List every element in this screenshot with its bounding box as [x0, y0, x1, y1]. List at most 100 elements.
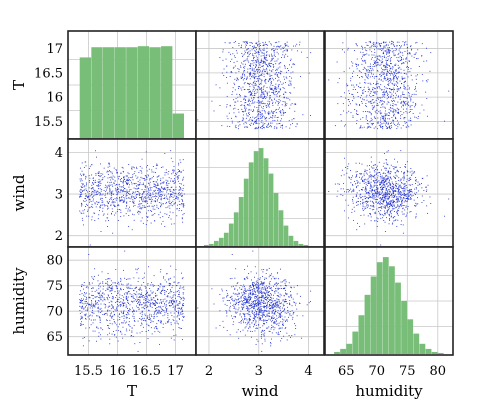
scatter-point: [379, 207, 380, 208]
scatter-point: [263, 98, 264, 99]
scatter-point: [410, 68, 411, 69]
scatter-point: [102, 200, 103, 201]
scatter-point: [389, 51, 390, 52]
scatter-point: [228, 52, 229, 53]
scatter-point: [373, 87, 374, 88]
scatter-point: [80, 302, 81, 303]
scatter-point: [167, 185, 168, 186]
scatter-point: [394, 196, 395, 197]
scatter-point: [112, 288, 113, 289]
scatter-point: [112, 208, 113, 209]
scatter-point: [126, 195, 127, 196]
scatter-point: [178, 305, 179, 306]
scatter-point: [276, 87, 277, 88]
scatter-point: [349, 177, 350, 178]
scatter-point: [401, 220, 402, 221]
histogram-bar: [234, 212, 239, 246]
scatter-point: [378, 83, 379, 84]
scatter-point: [407, 48, 408, 49]
scatter-point: [127, 308, 128, 309]
scatter-point: [272, 100, 273, 101]
scatter-point: [328, 79, 329, 80]
scatter-point: [170, 289, 171, 290]
scatter-point: [156, 196, 157, 197]
scatter-point: [362, 196, 363, 197]
scatter-point: [241, 77, 242, 78]
scatter-point: [381, 193, 382, 194]
scatter-point: [409, 178, 410, 179]
scatter-point: [374, 63, 375, 64]
scatter-point: [173, 181, 174, 182]
scatter-point: [362, 208, 363, 209]
scatter-point: [278, 59, 279, 60]
scatter-point: [393, 53, 394, 54]
scatter-point: [154, 331, 155, 332]
scatter-point: [391, 189, 392, 190]
scatter-point: [400, 97, 401, 98]
scatter-point: [126, 330, 127, 331]
scatter-point: [139, 297, 140, 298]
scatter-point: [98, 304, 99, 305]
scatter-point: [154, 311, 155, 312]
scatter-point: [407, 170, 408, 171]
scatter-point: [410, 177, 411, 178]
scatter-point: [404, 178, 405, 179]
scatter-point: [81, 192, 82, 193]
scatter-point: [379, 65, 380, 66]
scatter-point: [255, 64, 256, 65]
scatter-point: [349, 101, 350, 102]
scatter-point: [392, 66, 393, 67]
scatter-point: [92, 182, 93, 183]
scatter-point: [386, 217, 387, 218]
scatter-point: [174, 335, 175, 336]
scatter-point: [148, 174, 149, 175]
scatter-point: [302, 114, 303, 115]
scatter-point: [280, 62, 281, 63]
scatter-point: [340, 114, 341, 115]
scatter-point: [96, 297, 97, 298]
scatter-point: [147, 297, 148, 298]
scatter-point: [147, 206, 148, 207]
scatter-point: [128, 177, 129, 178]
scatter-point: [398, 198, 399, 199]
histogram-bar: [219, 238, 224, 246]
scatter-point: [110, 313, 111, 314]
scatter-point: [182, 214, 183, 215]
scatter-point: [102, 296, 103, 297]
scatter-point: [381, 190, 382, 191]
scatter-point: [328, 191, 329, 192]
scatter-point: [345, 98, 346, 99]
scatter-point: [108, 203, 109, 204]
scatter-point: [380, 218, 381, 219]
scatter-point: [386, 183, 387, 184]
scatter-point: [126, 202, 127, 203]
scatter-point: [390, 50, 391, 51]
scatter-point: [179, 308, 180, 309]
scatter-point: [183, 185, 184, 186]
scatter-point: [264, 110, 265, 111]
scatter-point: [115, 190, 116, 191]
scatter-point: [96, 201, 97, 202]
scatter-point: [244, 68, 245, 69]
scatter-point: [227, 118, 228, 119]
scatter-point: [425, 92, 426, 93]
scatter-point: [175, 309, 176, 310]
scatter-point: [181, 298, 182, 299]
scatter-point: [366, 203, 367, 204]
scatter-point: [385, 51, 386, 52]
scatter-point: [161, 311, 162, 312]
scatter-point: [388, 101, 389, 102]
scatter-point: [171, 302, 172, 303]
scatter-point: [292, 123, 293, 124]
scatter-point: [400, 115, 401, 116]
scatter-point: [371, 73, 372, 74]
scatter-point: [411, 175, 412, 176]
scatter-point: [124, 310, 125, 311]
scatter-point: [243, 114, 244, 115]
scatter-point: [248, 89, 249, 90]
scatter-point: [100, 183, 101, 184]
scatter-point: [365, 79, 366, 80]
scatter-point: [287, 49, 288, 50]
scatter-point: [137, 303, 138, 304]
scatter-point: [124, 251, 125, 252]
